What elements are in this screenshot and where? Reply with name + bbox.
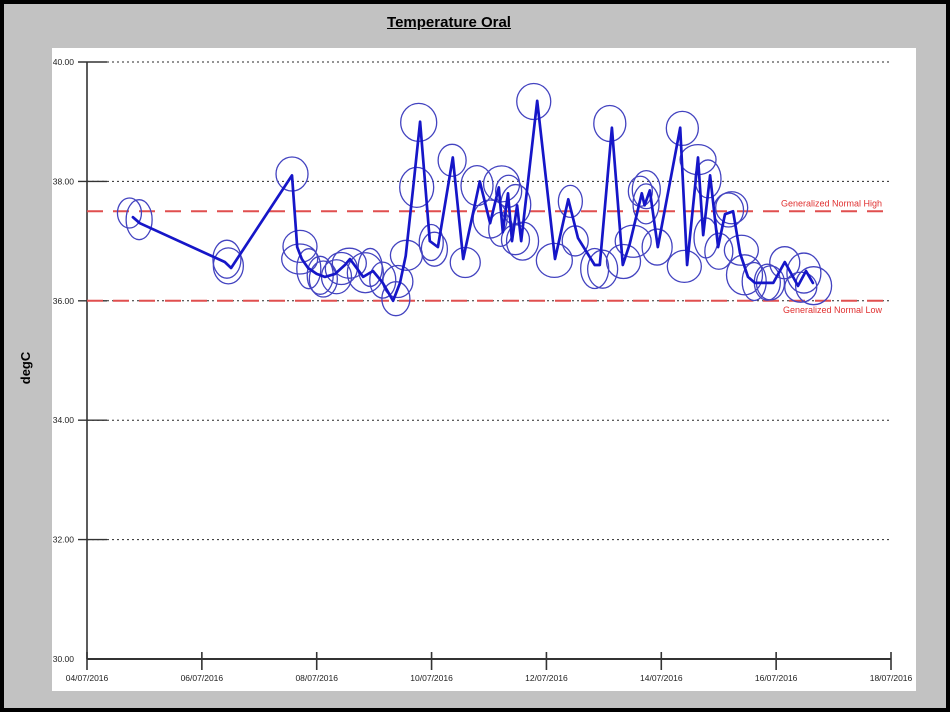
data-point-circle xyxy=(785,272,817,302)
data-point-circle xyxy=(421,232,447,266)
x-tick-label: 10/07/2016 xyxy=(410,673,453,683)
y-tick-label: 40.00 xyxy=(53,57,75,67)
data-point-circle xyxy=(667,250,701,282)
reference-label-low: Generalized Normal Low xyxy=(783,305,883,315)
x-tick-label: 12/07/2016 xyxy=(525,673,568,683)
data-point-circle xyxy=(666,111,698,145)
x-tick-label: 16/07/2016 xyxy=(755,673,798,683)
data-point-circle xyxy=(581,248,609,288)
y-tick-label: 38.00 xyxy=(53,176,75,186)
y-tick-label: 32.00 xyxy=(53,535,75,545)
x-tick-label: 14/07/2016 xyxy=(640,673,683,683)
data-point-circle xyxy=(594,105,626,141)
data-point-circle xyxy=(588,250,618,288)
data-point-circle xyxy=(501,225,529,255)
temperature-chart-svg: 40.00 38.00 36.00 34.00 32.00 30.00 04/07/2016… xyxy=(52,48,916,691)
y-tick-label: 34.00 xyxy=(53,415,75,425)
x-tick-label: 18/07/2016 xyxy=(870,673,913,683)
y-tick-label: 30.00 xyxy=(53,654,75,664)
y-tick-label: 36.00 xyxy=(53,296,75,306)
temperature-series-line xyxy=(133,101,813,301)
x-tick-label: 04/07/2016 xyxy=(66,673,109,683)
chart-title: Temperature Oral xyxy=(4,14,894,31)
reference-label-high: Generalized Normal High xyxy=(781,198,882,208)
data-point-circle xyxy=(117,198,141,228)
data-point-circle xyxy=(126,200,152,240)
data-point-circle xyxy=(796,267,832,305)
x-tick-label: 08/07/2016 xyxy=(295,673,338,683)
data-point-circle xyxy=(517,84,551,120)
plot-panel: 40.00 38.00 36.00 34.00 32.00 30.00 04/07/2016… xyxy=(52,48,916,691)
x-tick-label: 06/07/2016 xyxy=(181,673,224,683)
data-point-circle xyxy=(400,167,434,207)
chart-window: Temperature Oral degC 40.00 38.00 36.00 34.… xyxy=(0,0,950,712)
y-axis-title: degC xyxy=(18,338,38,398)
